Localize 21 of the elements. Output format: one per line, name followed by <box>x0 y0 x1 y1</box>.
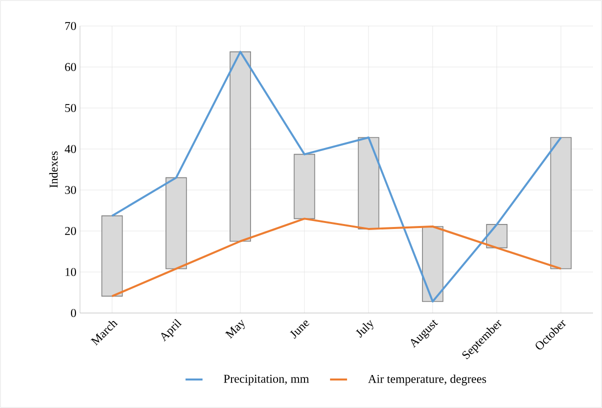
y-axis-title: Indexes <box>49 151 58 188</box>
line-series <box>111 50 562 303</box>
bar <box>166 177 187 270</box>
y-tick-label: 20 <box>65 226 76 236</box>
bar <box>358 137 380 230</box>
y-tick-label: 30 <box>65 186 76 194</box>
bar <box>230 51 251 242</box>
x-tick-label: June <box>290 320 310 339</box>
legend-label: Precipitation, mm <box>224 374 309 386</box>
x-tick-label: July <box>356 320 374 338</box>
line-series <box>111 218 562 298</box>
x-tick-label: May <box>225 320 245 339</box>
bar <box>422 226 444 302</box>
y-tick-label: 0 <box>70 308 76 318</box>
legend-label: Air temperature, degrees <box>368 374 486 386</box>
y-tick-label: 50 <box>65 104 76 112</box>
bar <box>294 154 316 220</box>
y-tick-label: 70 <box>65 22 76 30</box>
y-tick-label: 10 <box>66 268 76 276</box>
y-tick-label: 40 <box>64 144 76 154</box>
y-tick-label: 60 <box>65 62 76 72</box>
